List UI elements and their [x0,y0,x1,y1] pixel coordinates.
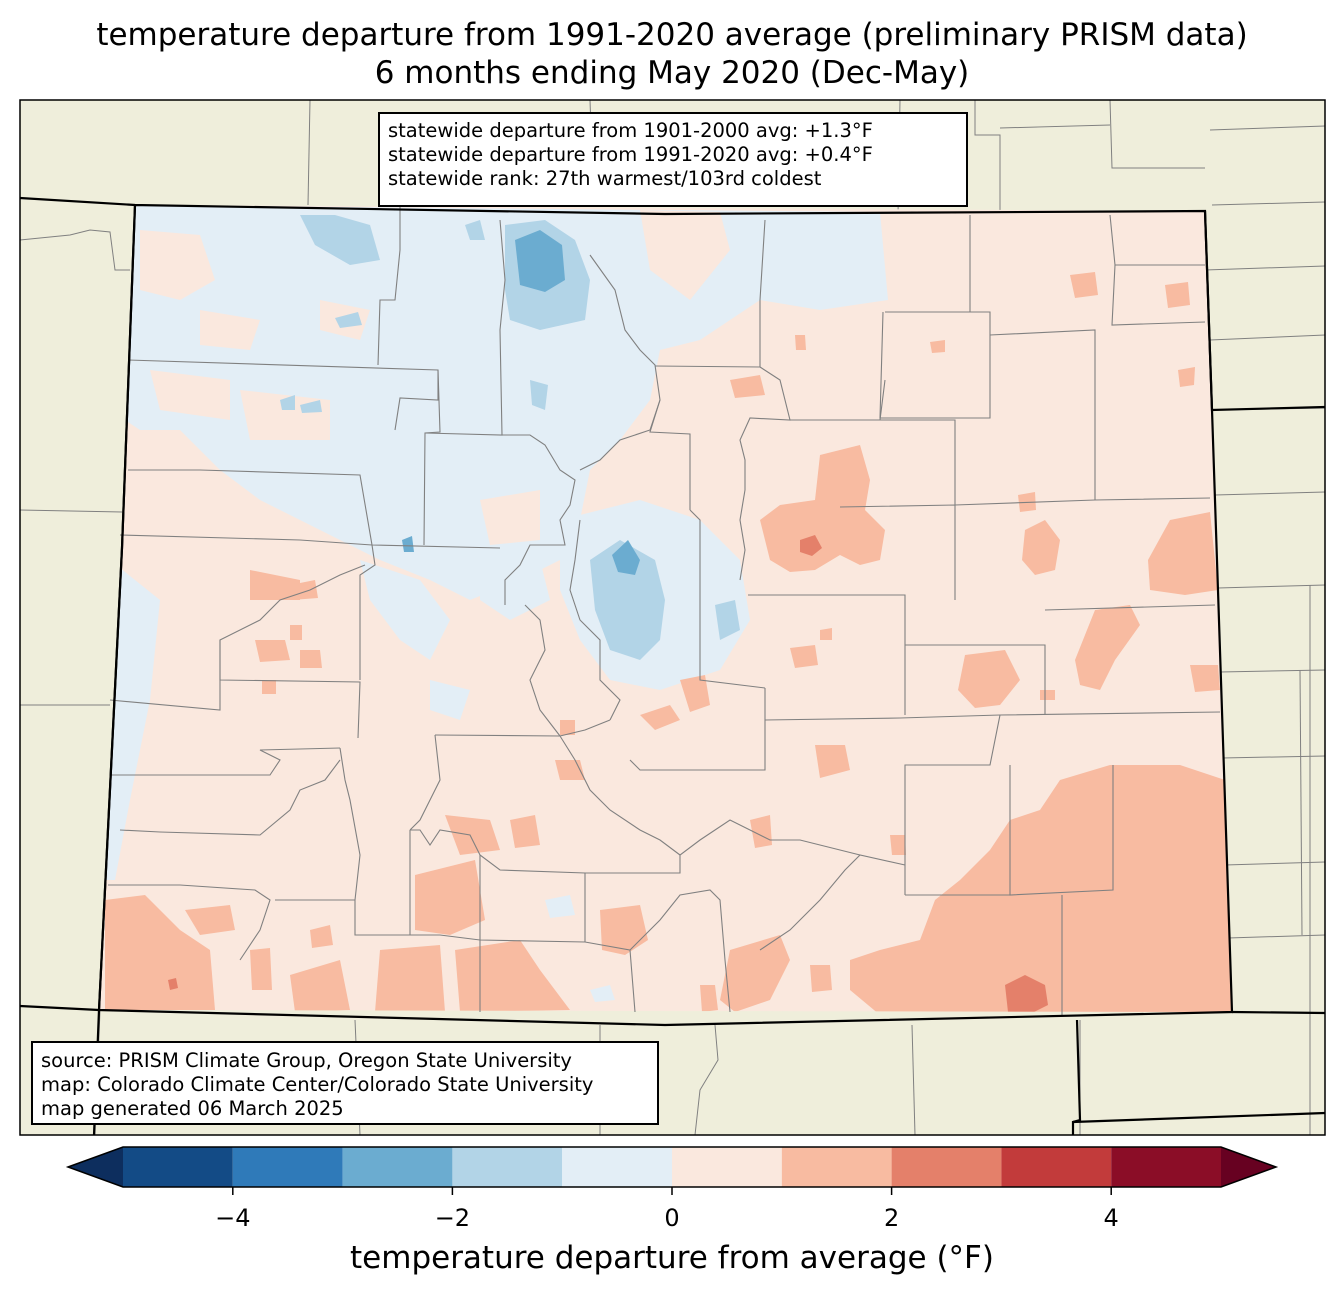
map-title-line2: 6 months ending May 2020 (Dec-May) [374,55,970,91]
anomaly-2-to-3 [168,535,1048,1012]
stats-line-1900-2000: statewide departure from 1901-2000 avg: … [388,119,873,142]
colorbar-tick-label: −4 [215,1204,251,1232]
stats-line-rank: statewide rank: 27th warmest/103rd colde… [388,167,822,190]
anomaly-minus3-to-minus2 [402,230,640,575]
colorado-county-lines [108,207,1221,1015]
colorbar-tick-label: 2 [883,1204,900,1232]
stats-line-1991-2020: statewide departure from 1991-2020 avg: … [388,143,873,166]
statewide-stats-box: statewide departure from 1901-2000 avg: … [378,112,968,207]
anomaly-0-to-1-islands [140,210,730,545]
credits-source: source: PRISM Climate Group, Oregon Stat… [41,1049,572,1072]
colorbar-tick-label: −2 [434,1204,471,1232]
anomaly-minus1-to-0 [100,205,888,1002]
map-title-line1: temperature departure from 1991-2020 ave… [96,17,1248,53]
colorbar-label: temperature departure from average (°F) [350,1240,994,1276]
credits-box: source: PRISM Climate Group, Oregon Stat… [31,1041,659,1125]
colorbar-tick-label: 4 [1103,1204,1119,1232]
anomaly-1-to-2 [105,272,1232,1012]
credits-map: map: Colorado Climate Center/Colorado St… [41,1073,594,1096]
map-frame [19,99,1326,1136]
colorbar-tick-label: 0 [664,1204,680,1232]
credits-generated: map generated 06 March 2025 [41,1097,344,1120]
